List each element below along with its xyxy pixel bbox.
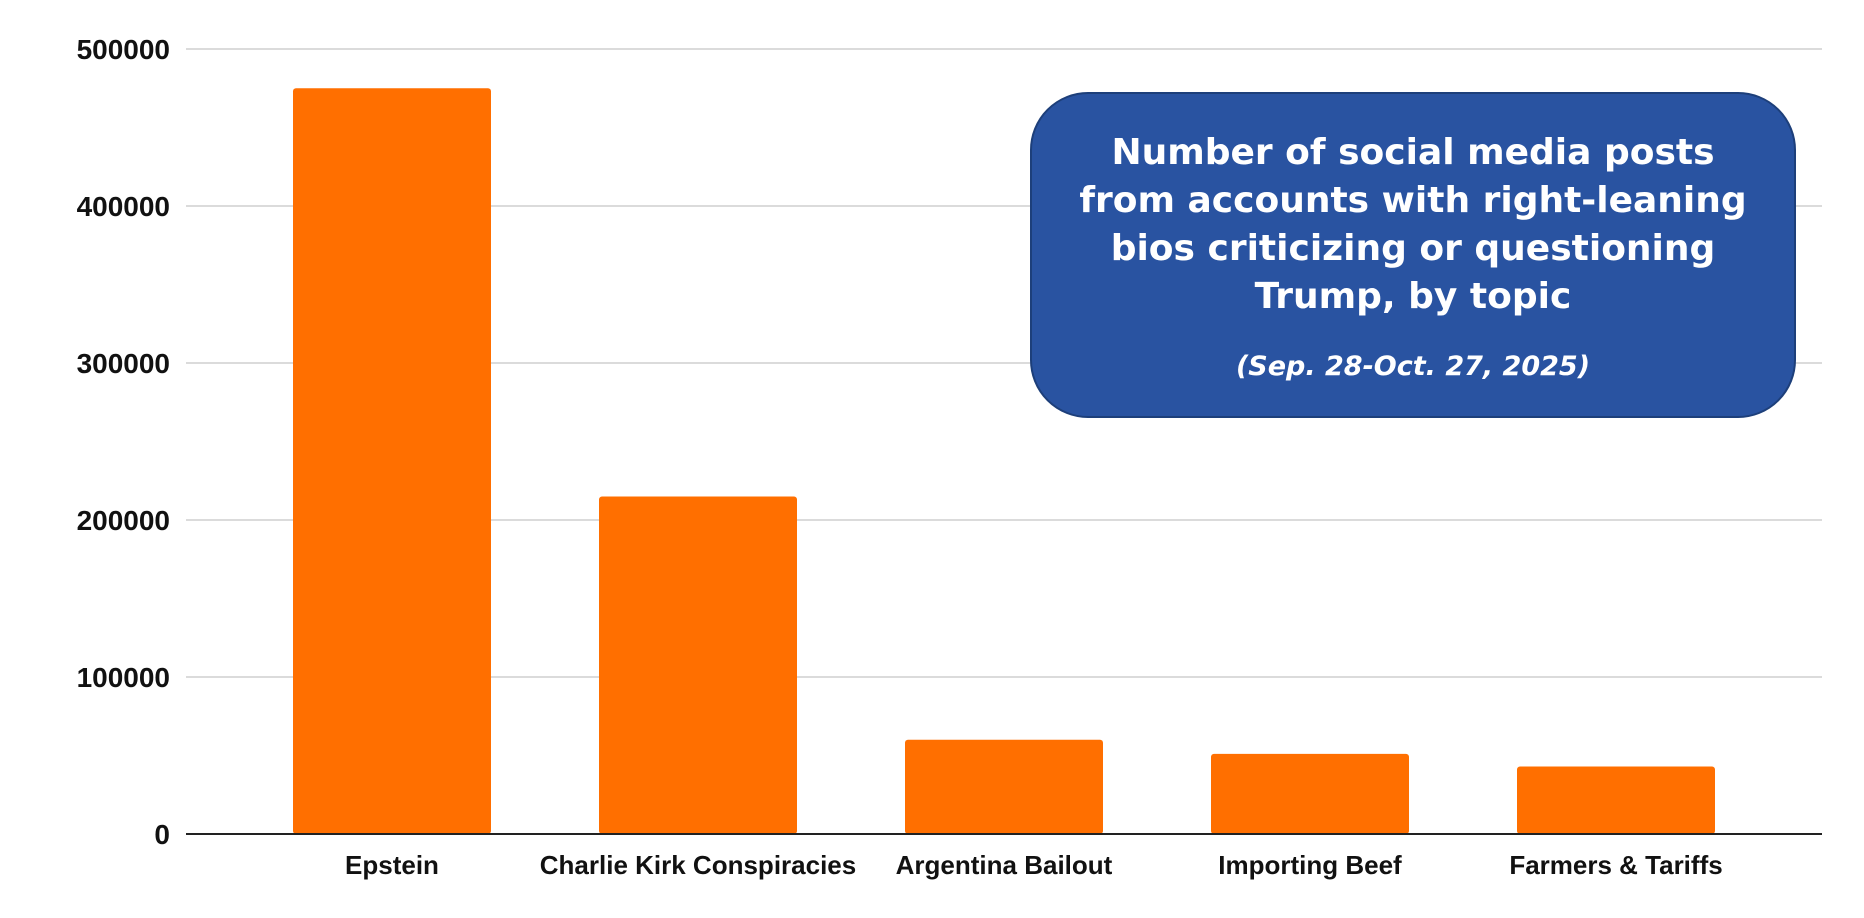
chart-subtitle: (Sep. 28-Oct. 27, 2025): [1235, 350, 1591, 382]
y-tick-label: 400000: [77, 191, 170, 222]
y-tick-label: 200000: [77, 505, 170, 536]
y-tick-label: 100000: [77, 662, 170, 693]
bars: [293, 88, 1715, 834]
x-category-label: Argentina Bailout: [896, 850, 1113, 880]
y-tick-label: 500000: [77, 34, 170, 65]
chart-title: Number of social media posts from accoun…: [1079, 131, 1747, 317]
bar-argentina-bailout: [905, 739, 1103, 834]
bar-farmers-tariffs: [1517, 766, 1715, 834]
y-tick-label: 300000: [77, 348, 170, 379]
bar-importing-beef: [1211, 753, 1409, 834]
y-tick-label: 0: [154, 819, 170, 850]
x-category-label: Farmers & Tariffs: [1509, 850, 1722, 880]
x-axis-category-labels: Epstein Charlie Kirk Conspiracies Argentin…: [345, 850, 1723, 880]
bar-epstein: [293, 88, 491, 834]
x-category-label: Charlie Kirk Conspiracies: [540, 850, 856, 880]
y-axis-tick-labels: 0 100000 200000 300000 400000 500000: [77, 34, 170, 850]
x-category-label: Epstein: [345, 850, 439, 880]
chart-title-box: Number of social media posts from accoun…: [1030, 92, 1796, 418]
x-category-label: Importing Beef: [1218, 850, 1402, 880]
bar-charlie-kirk-conspiracies: [599, 496, 797, 834]
